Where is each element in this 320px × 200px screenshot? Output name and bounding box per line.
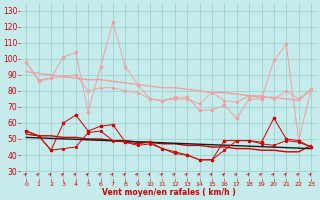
X-axis label: Vent moyen/en rafales ( km/h ): Vent moyen/en rafales ( km/h ) [102, 188, 236, 197]
